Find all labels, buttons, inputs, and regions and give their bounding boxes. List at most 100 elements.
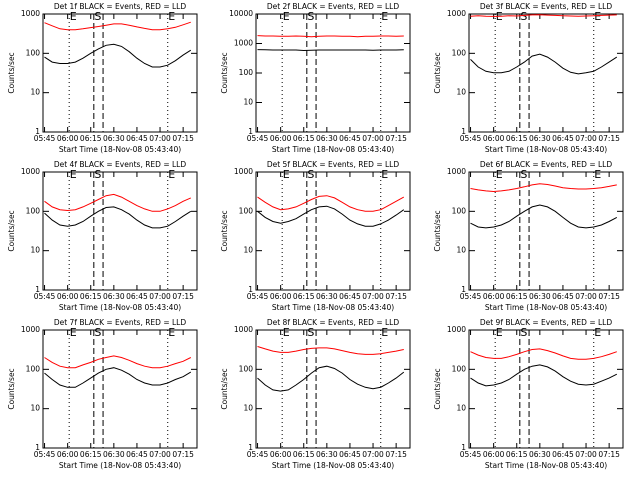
series-line	[257, 346, 404, 355]
plot-frame	[42, 13, 198, 133]
y-tick-label: 10	[243, 404, 253, 413]
chart-title: Det 5f BLACK = Events, RED = LLD	[267, 160, 400, 169]
x-tick-label: 07:15	[172, 450, 194, 459]
y-tick-label: 1000	[21, 325, 40, 334]
y-tick-label: 1000	[447, 167, 466, 176]
y-tick-label: 100	[452, 364, 467, 373]
chart-title: Det 3f BLACK = Events, RED = LLD	[480, 2, 613, 11]
x-tick-label: 05:45	[34, 134, 56, 143]
event-label: E	[381, 168, 388, 181]
x-tick-label: 05:45	[247, 292, 269, 301]
y-tick-label: 1	[35, 127, 40, 136]
event-label: E	[594, 10, 601, 23]
x-tick-label: 06:30	[103, 450, 125, 459]
event-label: E	[283, 10, 290, 23]
x-tick-label: 06:15	[506, 134, 528, 143]
series-line	[470, 204, 618, 229]
x-tick-label: 06:45	[126, 134, 148, 143]
event-label: S	[520, 168, 527, 181]
x-tick-label: 07:00	[575, 450, 597, 459]
x-tick-label: 06:15	[293, 450, 315, 459]
y-tick-label: 1000	[234, 167, 253, 176]
x-tick-label: 07:15	[385, 292, 407, 301]
chart-title: Det 4f BLACK = Events, RED = LLD	[54, 160, 187, 169]
x-tick-label: 06:15	[80, 134, 102, 143]
series-line	[470, 14, 617, 17]
x-tick-label: 06:45	[339, 450, 361, 459]
event-label: E	[70, 168, 77, 181]
y-tick-label: 100	[26, 48, 41, 57]
x-tick-label: 07:15	[172, 134, 194, 143]
event-label: S	[520, 10, 527, 23]
x-tick-label: 06:45	[552, 450, 574, 459]
plot-frame	[255, 13, 411, 133]
series-line	[470, 348, 617, 360]
event-label: E	[168, 326, 175, 339]
y-tick-label: 100	[239, 206, 254, 215]
event-label: E	[594, 326, 601, 339]
x-tick-label: 05:45	[460, 450, 482, 459]
y-tick-label: 100	[26, 206, 41, 215]
chart-title: Det 2f BLACK = Events, RED = LLD	[267, 2, 400, 11]
x-tick-label: 06:15	[80, 292, 102, 301]
series-line	[44, 367, 192, 388]
x-tick-label: 06:45	[339, 292, 361, 301]
y-tick-label: 10	[30, 404, 40, 413]
x-axis-label: Start Time (18-Nov-08 05:43:40)	[272, 461, 394, 470]
y-tick-label: 1	[461, 127, 466, 136]
series-line	[470, 364, 618, 387]
x-tick-label: 06:45	[339, 134, 361, 143]
series-line	[44, 21, 191, 31]
plot-frame	[468, 13, 624, 133]
x-axis-label: Start Time (18-Nov-08 05:43:40)	[485, 145, 607, 154]
y-tick-label: 1	[35, 443, 40, 452]
y-tick-label: 10	[456, 246, 466, 255]
chart-title: Det 1f BLACK = Events, RED = LLD	[54, 2, 187, 11]
x-tick-label: 06:00	[57, 292, 79, 301]
y-tick-label: 1	[461, 285, 466, 294]
series-line	[44, 193, 192, 212]
y-tick-label: 100	[452, 48, 467, 57]
y-axis-label: Counts/sec	[7, 368, 16, 409]
y-axis-label: Counts/sec	[220, 210, 229, 251]
y-tick-label: 100	[26, 364, 41, 373]
event-label: E	[496, 168, 503, 181]
plot-frame	[255, 171, 411, 291]
y-tick-label: 10	[243, 246, 253, 255]
series-line	[257, 205, 405, 227]
x-tick-label: 06:30	[529, 450, 551, 459]
x-tick-label: 06:00	[483, 292, 505, 301]
event-label: S	[94, 326, 101, 339]
series-line	[257, 49, 404, 52]
y-tick-label: 1000	[21, 9, 40, 18]
y-tick-label: 1	[461, 443, 466, 452]
series-line	[44, 206, 192, 229]
event-label: S	[307, 168, 314, 181]
series-line	[257, 195, 405, 212]
x-tick-label: 06:30	[529, 292, 551, 301]
event-label: S	[94, 168, 101, 181]
x-axis-label: Start Time (18-Nov-08 05:43:40)	[59, 145, 181, 154]
x-tick-label: 06:00	[270, 292, 292, 301]
event-label: E	[70, 10, 77, 23]
y-tick-label: 100	[452, 206, 467, 215]
event-label: E	[381, 326, 388, 339]
y-tick-label: 1000	[21, 167, 40, 176]
plot-frame	[42, 329, 198, 449]
event-label: S	[307, 10, 314, 23]
series-line	[257, 35, 404, 38]
x-tick-label: 07:00	[362, 134, 384, 143]
x-tick-label: 06:45	[552, 292, 574, 301]
x-tick-label: 07:00	[362, 292, 384, 301]
y-axis-label: Counts/sec	[7, 210, 16, 251]
x-tick-label: 06:15	[293, 292, 315, 301]
x-tick-label: 07:00	[149, 292, 171, 301]
event-label: S	[307, 326, 314, 339]
x-tick-label: 06:30	[316, 134, 338, 143]
x-tick-label: 07:15	[172, 292, 194, 301]
y-tick-label: 1	[35, 285, 40, 294]
event-label: E	[283, 168, 290, 181]
x-axis-label: Start Time (18-Nov-08 05:43:40)	[272, 145, 394, 154]
y-tick-label: 1	[248, 127, 253, 136]
